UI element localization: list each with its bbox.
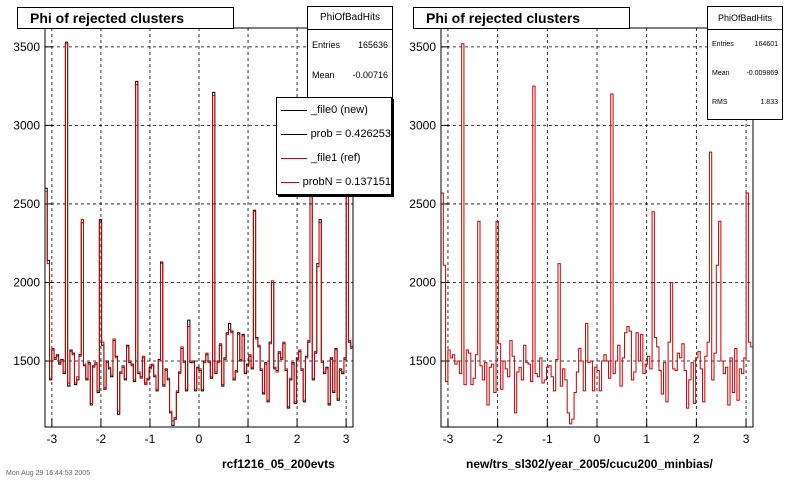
left-legend: _file0 (new) prob = 0.426253 _file1 (ref… (276, 97, 392, 195)
left-x-tick-label: -2 (96, 432, 107, 446)
right-y-tick-label: 2500 (409, 197, 436, 211)
right-x-tick-label: 2 (693, 432, 700, 446)
footnote: Mon Aug 29 16:44:53 2005 (6, 470, 91, 477)
right-stats-label: RMS (712, 99, 728, 106)
left-y-tick-label: 3500 (13, 40, 40, 54)
legend-entry: prob = 0.426253 (277, 122, 391, 146)
left-stats-value: -0.00716 (352, 70, 388, 80)
legend-swatch (281, 109, 307, 111)
right-stats-value: 164601 (754, 41, 778, 48)
right-stats-title: PhiOfBadHits (708, 7, 782, 30)
right-stats-row: Entries 164601 (708, 30, 782, 59)
right-x-tick-label: 3 (743, 432, 750, 446)
right-y-tick-label: 2000 (409, 275, 436, 289)
legend-swatch (281, 181, 299, 183)
right-stats-row: Mean -0.009869 (708, 59, 782, 88)
right-x-tick-label: -2 (492, 432, 503, 446)
left-chart-title: Phi of rejected clusters (17, 7, 234, 29)
left-y-tick-label: 2500 (13, 197, 40, 211)
legend-swatch (281, 133, 307, 135)
left-x-tick-label: -1 (145, 432, 156, 446)
right-stats-value: 1.833 (760, 99, 778, 106)
left-histogram-series (45, 43, 353, 422)
right-x-tick-label: -3 (443, 432, 454, 446)
right-stats-box: PhiOfBadHits Entries 164601 Mean -0.0098… (707, 6, 783, 120)
left-stats-label: Entries (312, 40, 341, 50)
right-y-tick-label: 3500 (409, 40, 436, 54)
left-stats-label: Mean (312, 70, 335, 80)
right-chart-title: Phi of rejected clusters (413, 7, 630, 29)
legend-label: probN = 0.137151 (302, 176, 391, 188)
right-y-tick-label: 3000 (409, 118, 436, 132)
left-y-tick-label: 1500 (13, 354, 40, 368)
legend-entry: _file1 (ref) (277, 146, 391, 170)
right-x-tick-label: 0 (594, 432, 601, 446)
left-stats-value: 165636 (357, 40, 388, 50)
right-x-tick-label: -1 (542, 432, 553, 446)
left-stats-title: PhiOfBadHits (308, 7, 392, 30)
left-x-axis-label: rcf1216_05_200evts (222, 457, 335, 471)
left-y-tick-label: 3000 (13, 118, 40, 132)
left-x-tick-label: 0 (196, 432, 203, 446)
legend-entry: _file0 (new) (277, 98, 391, 122)
legend-entry: probN = 0.137151 (277, 170, 391, 194)
legend-label: _file1 (ref) (311, 152, 361, 164)
right-x-axis-label: new/trs_sl302/year_2005/cucu200_minbias/ (466, 457, 713, 471)
legend-label: _file0 (new) (311, 104, 368, 116)
right-histogram-series (441, 43, 753, 425)
legend-swatch (281, 157, 307, 159)
right-stats-row: RMS 1.833 (708, 88, 782, 117)
left-x-tick-label: 3 (343, 432, 350, 446)
right-x-tick-label: 1 (643, 432, 650, 446)
right-y-tick-label: 1500 (409, 354, 436, 368)
left-stats-row: Entries 165636 (308, 30, 392, 60)
legend-label: prob = 0.426253 (310, 128, 391, 140)
right-stats-value: -0.009869 (746, 70, 778, 77)
right-stats-label: Mean (712, 70, 730, 77)
left-y-tick-label: 2000 (13, 275, 40, 289)
left-x-tick-label: -3 (47, 432, 58, 446)
right-stats-label: Entries (712, 41, 734, 48)
left-stats-row: Mean -0.00716 (308, 60, 392, 90)
left-stats-box: PhiOfBadHits Entries 165636 Mean -0.0071… (307, 6, 393, 102)
left-x-tick-label: 2 (294, 432, 301, 446)
left-x-tick-label: 1 (245, 432, 252, 446)
